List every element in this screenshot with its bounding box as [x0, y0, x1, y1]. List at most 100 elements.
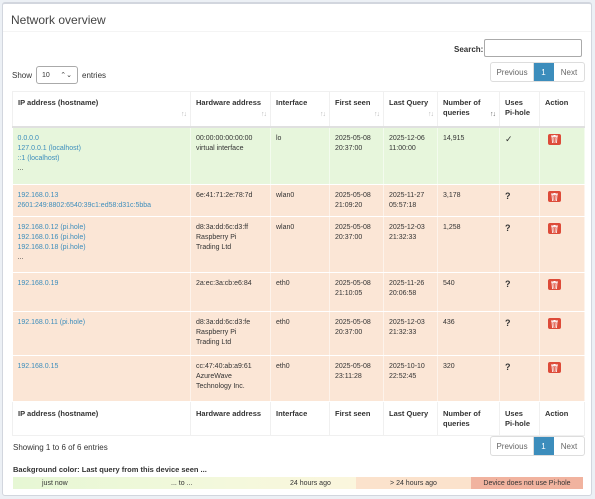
column-header-interface[interactable]: Interface ↑↓: [270, 91, 330, 128]
cell-first-seen: 2025-05-08 20:37:00: [329, 126, 384, 185]
previous-button[interactable]: Previous: [491, 63, 534, 81]
page-1-button[interactable]: 1: [534, 437, 554, 455]
cell-queries: 1,258: [437, 216, 500, 273]
sort-icon: ↑↓: [181, 110, 187, 118]
ip-link[interactable]: 192.168.0.13: [17, 192, 59, 199]
ip-link[interactable]: 192.168.0.18 (pi.hole): [17, 244, 86, 251]
cell-action: [539, 355, 585, 402]
cell-line: 2a:ec:3a:cb:e6:84: [196, 280, 252, 287]
trash-icon: [551, 224, 558, 233]
cell-ip: 192.168.0.11 (pi.hole): [12, 311, 191, 356]
cell-last-query: 2025-11-27 05:57:18: [383, 184, 438, 217]
previous-button[interactable]: Previous: [491, 437, 534, 455]
column-header-queries[interactable]: Number of queries ↑↓: [437, 91, 500, 128]
cell-line: d8:3a:dd:6c:d3:fe: [196, 319, 251, 326]
column-header-ip[interactable]: IP address (hostname) ↑↓: [12, 91, 191, 128]
cell-uses-pihole: ?: [499, 184, 540, 217]
column-header-last-query[interactable]: Last Query ↑↓: [383, 91, 438, 128]
cell-ip: 192.168.0.13 2601:249:8802:6540:39c1:ed58…: [12, 184, 191, 217]
show-label: Show: [12, 70, 33, 80]
table-header-row: IP address (hostname) ↑↓ Hardware address…: [12, 91, 585, 128]
legend-to: ... to ...: [171, 479, 193, 487]
cell-queries: 14,915: [437, 126, 500, 185]
cell-line: AzureWave: [196, 373, 232, 380]
cell-first-seen: 2025-05-08 21:10:05: [329, 272, 384, 312]
ip-link[interactable]: 2601:249:8802:6540:39c1:ed58:d31c:5bba: [17, 202, 152, 209]
column-header-action: Action: [539, 91, 585, 128]
cell-action: [539, 272, 585, 312]
column-header-hardware[interactable]: Hardware address ↑↓: [190, 91, 271, 128]
entries-select[interactable]: 10 ⌃⌄: [36, 66, 79, 84]
ip-link[interactable]: 192.168.0.15: [17, 363, 59, 370]
cell-queries: 436: [437, 311, 500, 356]
cell-line: 6e:41:71:2e:78:7d: [196, 192, 253, 199]
sort-icon: ↑↓: [374, 110, 380, 118]
cell-last-query: 2025-12-03 21:32:33: [383, 311, 438, 356]
table-row: 192.168.0.11 (pi.hole) d8:3a:dd:6c:d3:fe R…: [12, 311, 585, 356]
cell-line: Trading Ltd: [196, 339, 232, 346]
trash-icon: [551, 280, 558, 289]
cell-line: 2025-05-08: [335, 134, 371, 142]
cell-line: 2025-05-08: [335, 363, 371, 370]
unknown-icon: ?: [505, 223, 511, 233]
sort-icon: ↑↓: [428, 110, 434, 118]
cell-line: 21:32:33: [389, 329, 417, 336]
cell-action: [539, 184, 585, 217]
ip-link[interactable]: 192.168.0.11 (pi.hole): [17, 319, 86, 326]
column-header-first-seen[interactable]: First seen ↑↓: [329, 91, 384, 128]
cell-line: 20:37:00: [335, 329, 363, 336]
entries-label: entries: [82, 70, 107, 80]
cell-last-query: 2025-11-26 20:06:58: [383, 272, 438, 312]
cell-first-seen: 2025-05-08 20:37:00: [329, 216, 384, 273]
next-button[interactable]: Next: [560, 441, 578, 451]
ip-link[interactable]: ::1 (localhost): [17, 154, 60, 162]
delete-button[interactable]: [548, 223, 561, 234]
pagination-top: Previous 1 Next: [490, 62, 585, 82]
table-row: 192.168.0.15 cc:47:40:ab:a9:61 AzureWave Te…: [12, 355, 585, 402]
delete-button[interactable]: [548, 191, 561, 202]
cell-line: 2025-12-03: [389, 224, 425, 231]
next-button[interactable]: Next: [560, 67, 578, 77]
footer-action: Action: [539, 401, 585, 436]
delete-button[interactable]: [548, 362, 561, 373]
cell-last-query: 2025-12-06 11:00:00: [383, 126, 438, 185]
unknown-icon: ?: [505, 191, 511, 201]
cell-hardware: d8:3a:dd:6c:d3:fe Raspberry Pi Trading Ltd: [190, 311, 271, 356]
check-icon: ✓: [505, 133, 513, 144]
ip-link[interactable]: 192.168.0.19: [17, 280, 59, 287]
cell-line: 2025-05-08: [335, 192, 371, 199]
ip-link[interactable]: 127.0.0.1 (localhost): [17, 144, 81, 152]
cell-line: 21:09:20: [335, 202, 363, 209]
cell-uses-pihole: ?: [499, 311, 540, 356]
ip-link[interactable]: 192.168.0.12 (pi.hole): [17, 224, 86, 231]
footer-queries: Number of queries: [437, 401, 500, 436]
cell-uses-pihole: ✓: [499, 126, 540, 185]
delete-button[interactable]: [548, 133, 561, 145]
cell-queries: 3,178: [437, 184, 500, 217]
table-footer-row: IP address (hostname) Hardware address I…: [12, 401, 585, 436]
legend-24h: 24 hours ago: [290, 479, 331, 487]
cell-action: [539, 311, 585, 356]
page-1-button[interactable]: 1: [534, 63, 554, 81]
cell-interface: lo: [270, 126, 330, 185]
search-input[interactable]: [484, 39, 582, 57]
cell-line: Raspberry Pi: [196, 329, 237, 336]
cell-first-seen: 2025-05-08 23:11:28: [329, 355, 384, 402]
search-label: Search:: [454, 45, 484, 54]
ip-link[interactable]: 0.0.0.0: [17, 134, 39, 142]
cell-interface: wlan0: [270, 184, 330, 217]
cell-first-seen: 2025-05-08 21:09:20: [329, 184, 384, 217]
cell-hardware: 00:00:00:00:00:00 virtual interface: [190, 126, 271, 185]
cell-line: 22:52:45: [389, 373, 417, 380]
trash-icon: [551, 319, 558, 328]
table-row: 192.168.0.19 2a:ec:3a:cb:e6:84 eth0 2025-05…: [12, 272, 585, 312]
delete-button[interactable]: [548, 279, 561, 290]
cell-hardware: 6e:41:71:2e:78:7d: [190, 184, 271, 217]
cell-line: 20:37:00: [335, 144, 363, 152]
ip-link[interactable]: 192.168.0.16 (pi.hole): [17, 234, 86, 241]
cell-line: Raspberry Pi: [196, 234, 237, 241]
cell-last-query: 2025-10-10 22:52:45: [383, 355, 438, 402]
delete-button[interactable]: [548, 318, 561, 329]
cell-line: 20:37:00: [335, 234, 363, 241]
